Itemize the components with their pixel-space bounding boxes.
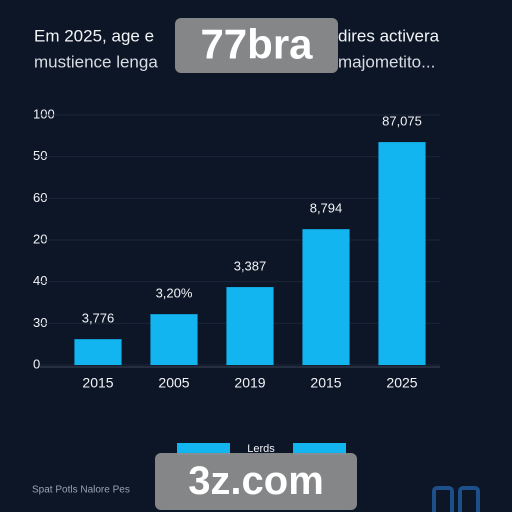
bar (226, 287, 274, 365)
legend-swatch (293, 443, 346, 455)
y-tick-label: 40 (33, 273, 47, 288)
source: Spat Potls Nalore Pes (32, 485, 130, 496)
y-tick-label: 20 (33, 231, 47, 246)
bar (302, 229, 350, 365)
annotation: 3,20% (156, 286, 193, 301)
y-tick-label: 100 (33, 106, 55, 121)
x-tick-label: 2025 (386, 375, 417, 391)
x-tick-label: 2015 (82, 375, 113, 391)
watermark: 3z.com (188, 459, 324, 503)
legend-swatch (177, 443, 230, 455)
annotation: 87,075 (382, 114, 422, 129)
y-tick-label: 60 (33, 190, 47, 205)
bar (74, 339, 122, 365)
x-tick-label: 2005 (158, 375, 189, 391)
x-tick-label: 2015 (310, 375, 341, 391)
x-tick-label: 2019 (234, 375, 265, 391)
chart-subtitle: mustience lenga (34, 52, 158, 71)
annotation: 3,387 (234, 259, 267, 274)
watermark: 77bra (200, 21, 313, 68)
y-tick-label: 50 (33, 148, 47, 163)
chart-title: Em 2025, age e (34, 26, 154, 45)
watermark-box (175, 18, 338, 73)
chart-title: dires activera (338, 26, 440, 45)
annotation: 8,794 (310, 201, 343, 216)
bar (378, 142, 426, 365)
legend-label: Lerds (247, 443, 275, 455)
y-tick-label: 0 (33, 356, 40, 371)
watermark-box (155, 453, 357, 510)
bar (150, 314, 198, 365)
annotation: 3,776 (82, 311, 115, 326)
chart-subtitle: majometito... (338, 52, 435, 71)
decor-icon (432, 486, 480, 512)
y-tick-label: 30 (33, 315, 47, 330)
